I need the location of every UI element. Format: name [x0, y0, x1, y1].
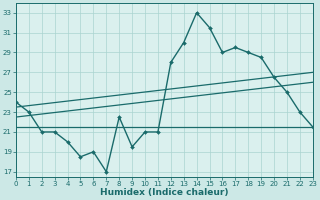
- X-axis label: Humidex (Indice chaleur): Humidex (Indice chaleur): [100, 188, 228, 197]
